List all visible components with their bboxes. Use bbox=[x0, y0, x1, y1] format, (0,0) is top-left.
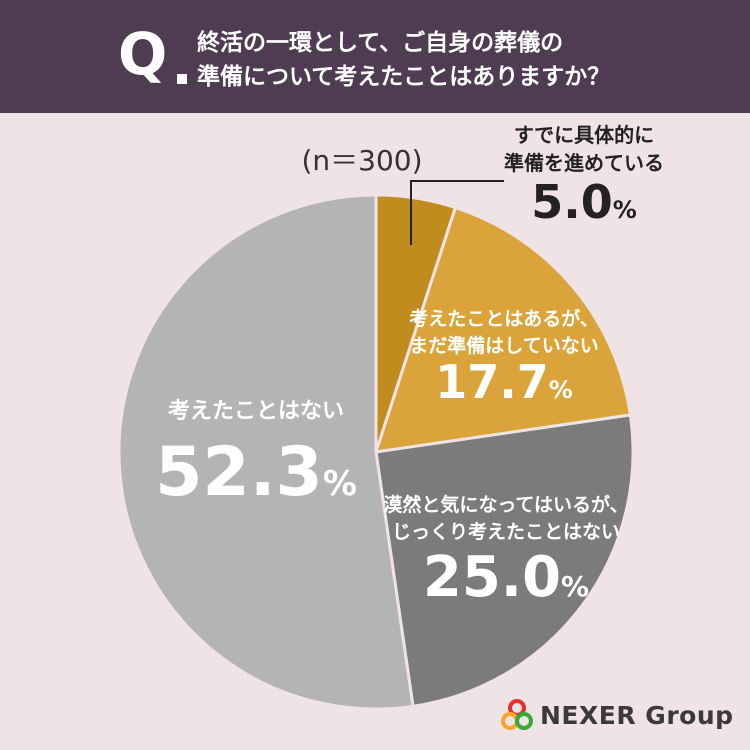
question-line-1: 終活の一環として、ご自身の葬儀の bbox=[197, 30, 564, 56]
slice-2-label-line-2: まだ準備はしていない bbox=[409, 334, 598, 357]
pie-slice-4 bbox=[117, 193, 415, 711]
slice-2-label-line-1: 考えたことはあるが、 bbox=[409, 307, 599, 330]
slice-4-label-line-1: 考えたことはない bbox=[168, 399, 344, 424]
slice-4-unit: % bbox=[323, 464, 357, 504]
slice-1-label-line-1: すでに具体的に bbox=[514, 123, 654, 147]
slice-1-unit: % bbox=[613, 196, 637, 224]
pie-labels: すでに具体的に準備を進めている5.0%考えたことはあるが、まだ準備はしていない1… bbox=[155, 123, 664, 610]
logo-text: NEXER Group bbox=[540, 700, 734, 730]
slice-1-value: 5.0% bbox=[531, 175, 637, 229]
q-mark: Q bbox=[118, 20, 168, 88]
slice-3-label-line-2: じっくり考えたことはない bbox=[392, 521, 620, 543]
pie-slices bbox=[117, 193, 635, 711]
nexer-logo: NEXER Group bbox=[500, 697, 734, 733]
logo-ring-2 bbox=[501, 712, 519, 730]
q-dot bbox=[177, 74, 187, 84]
question-line-2: 準備について考えたことはありますか？ bbox=[197, 64, 611, 90]
pie-slice-3 bbox=[374, 413, 635, 709]
sample-size: (n＝300) bbox=[301, 144, 422, 177]
logo-ring-3 bbox=[515, 712, 533, 730]
slice-3-label-line-1: 漠然と気になってはいるが、 bbox=[383, 493, 628, 516]
logo-ring-1 bbox=[508, 699, 526, 717]
slice-3-unit: % bbox=[561, 570, 589, 603]
pie-slice-2 bbox=[373, 205, 633, 454]
logo-rings-icon bbox=[501, 699, 533, 730]
question-header: Q 終活の一環として、ご自身の葬儀の 準備について考えたことはありますか？ bbox=[0, 0, 750, 113]
slice-1-label-line-2: 準備を進めている bbox=[504, 151, 664, 175]
question-text: 終活の一環として、ご自身の葬儀の 準備について考えたことはありますか？ bbox=[197, 26, 717, 94]
leader-line bbox=[410, 180, 504, 245]
slice-2-unit: % bbox=[549, 376, 573, 404]
slice-3-value: 25.0% bbox=[423, 545, 589, 610]
